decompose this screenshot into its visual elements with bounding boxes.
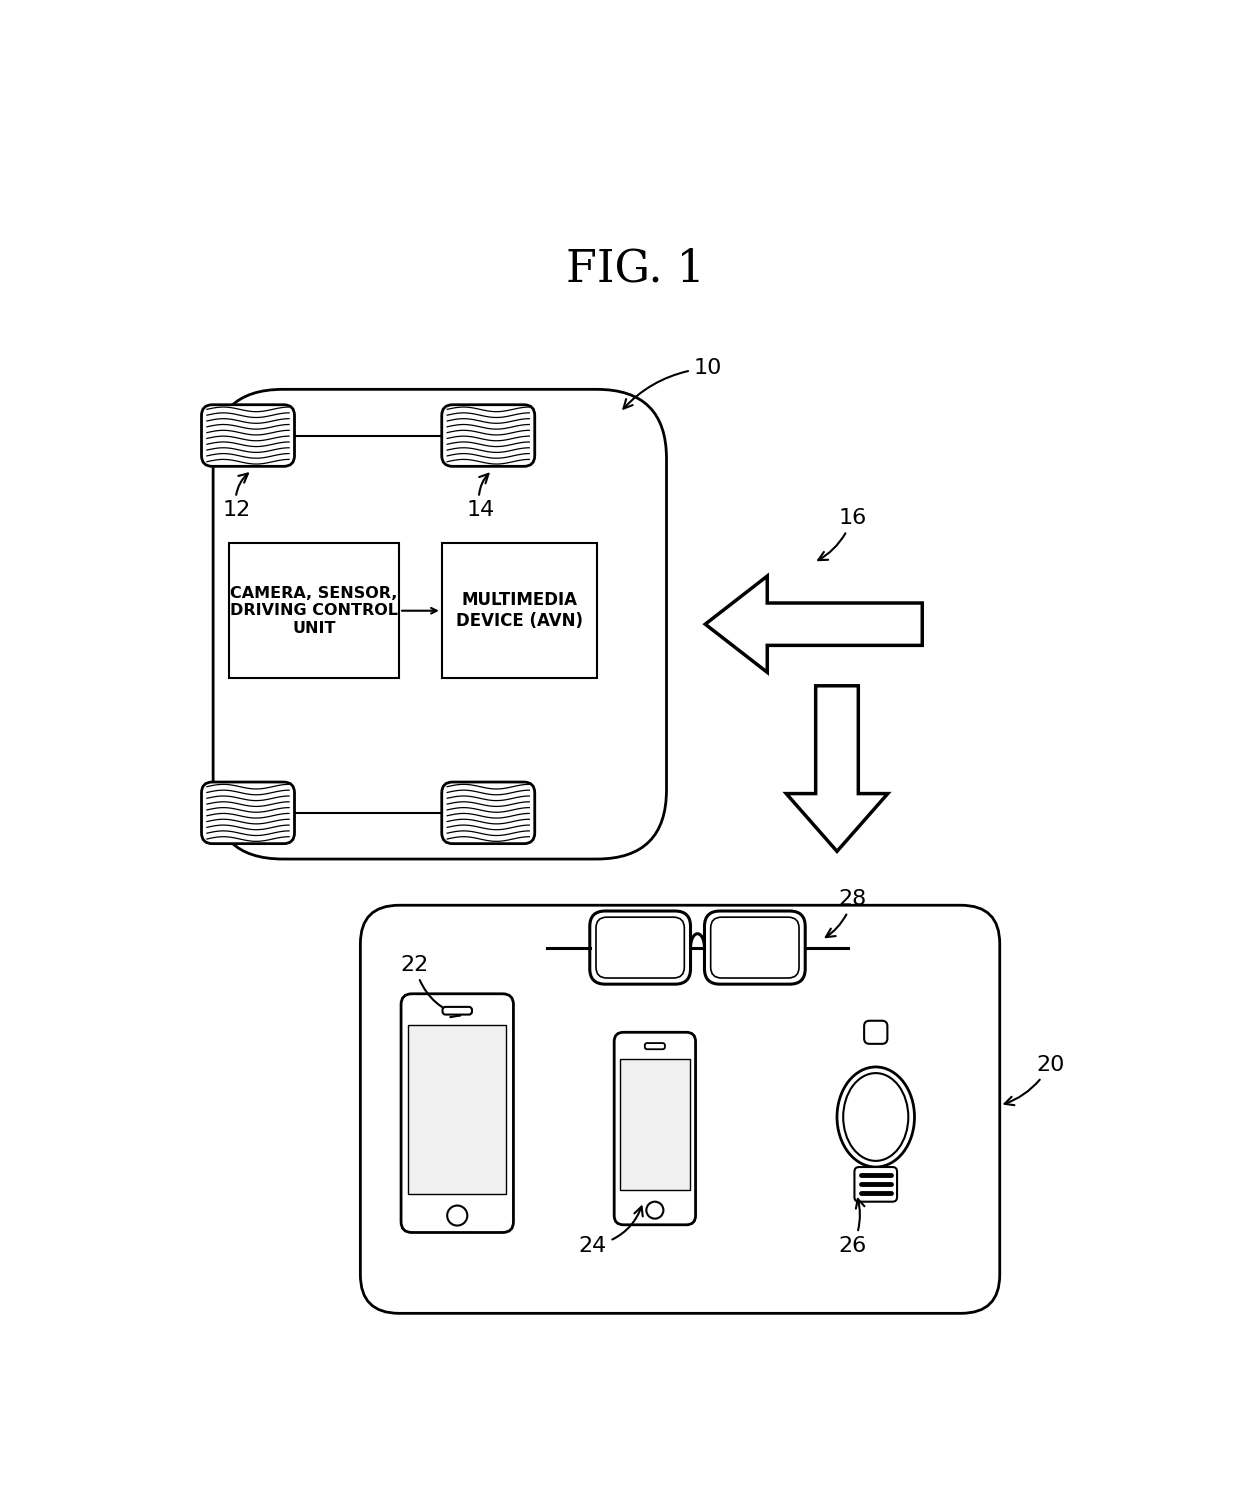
Bar [441, 543, 596, 677]
FancyBboxPatch shape [213, 389, 667, 859]
Text: 16: 16 [818, 508, 867, 559]
FancyBboxPatch shape [704, 912, 805, 984]
FancyBboxPatch shape [361, 906, 999, 1314]
Ellipse shape [837, 1067, 915, 1167]
FancyBboxPatch shape [441, 782, 534, 844]
Circle shape [646, 1202, 663, 1219]
Text: 24: 24 [579, 1207, 642, 1256]
FancyBboxPatch shape [711, 918, 799, 978]
FancyBboxPatch shape [441, 405, 534, 466]
Text: CAMERA, SENSOR,
DRIVING CONTROL
UNIT: CAMERA, SENSOR, DRIVING CONTROL UNIT [229, 585, 398, 635]
Bar [620, 1060, 691, 1190]
FancyBboxPatch shape [201, 405, 295, 466]
FancyBboxPatch shape [596, 918, 684, 978]
Text: 20: 20 [1004, 1055, 1064, 1105]
Text: 26: 26 [838, 1199, 867, 1256]
Text: MULTIMEDIA
DEVICE (AVN): MULTIMEDIA DEVICE (AVN) [456, 591, 583, 631]
FancyBboxPatch shape [590, 912, 691, 984]
FancyBboxPatch shape [401, 993, 513, 1232]
Text: 12: 12 [222, 473, 250, 520]
Ellipse shape [843, 1074, 908, 1161]
Text: 28: 28 [826, 889, 867, 937]
Text: 22: 22 [401, 954, 460, 1018]
Polygon shape [786, 686, 888, 851]
FancyBboxPatch shape [201, 782, 295, 844]
FancyBboxPatch shape [614, 1033, 696, 1225]
FancyBboxPatch shape [854, 1167, 897, 1202]
Polygon shape [706, 576, 923, 673]
Bar [228, 543, 399, 677]
FancyBboxPatch shape [443, 1007, 472, 1015]
Text: FIG. 1: FIG. 1 [567, 246, 704, 290]
Text: 10: 10 [624, 358, 722, 408]
Circle shape [448, 1205, 467, 1226]
FancyBboxPatch shape [645, 1043, 665, 1049]
Text: 14: 14 [466, 473, 495, 520]
FancyBboxPatch shape [864, 1021, 888, 1043]
Bar [408, 1025, 506, 1194]
